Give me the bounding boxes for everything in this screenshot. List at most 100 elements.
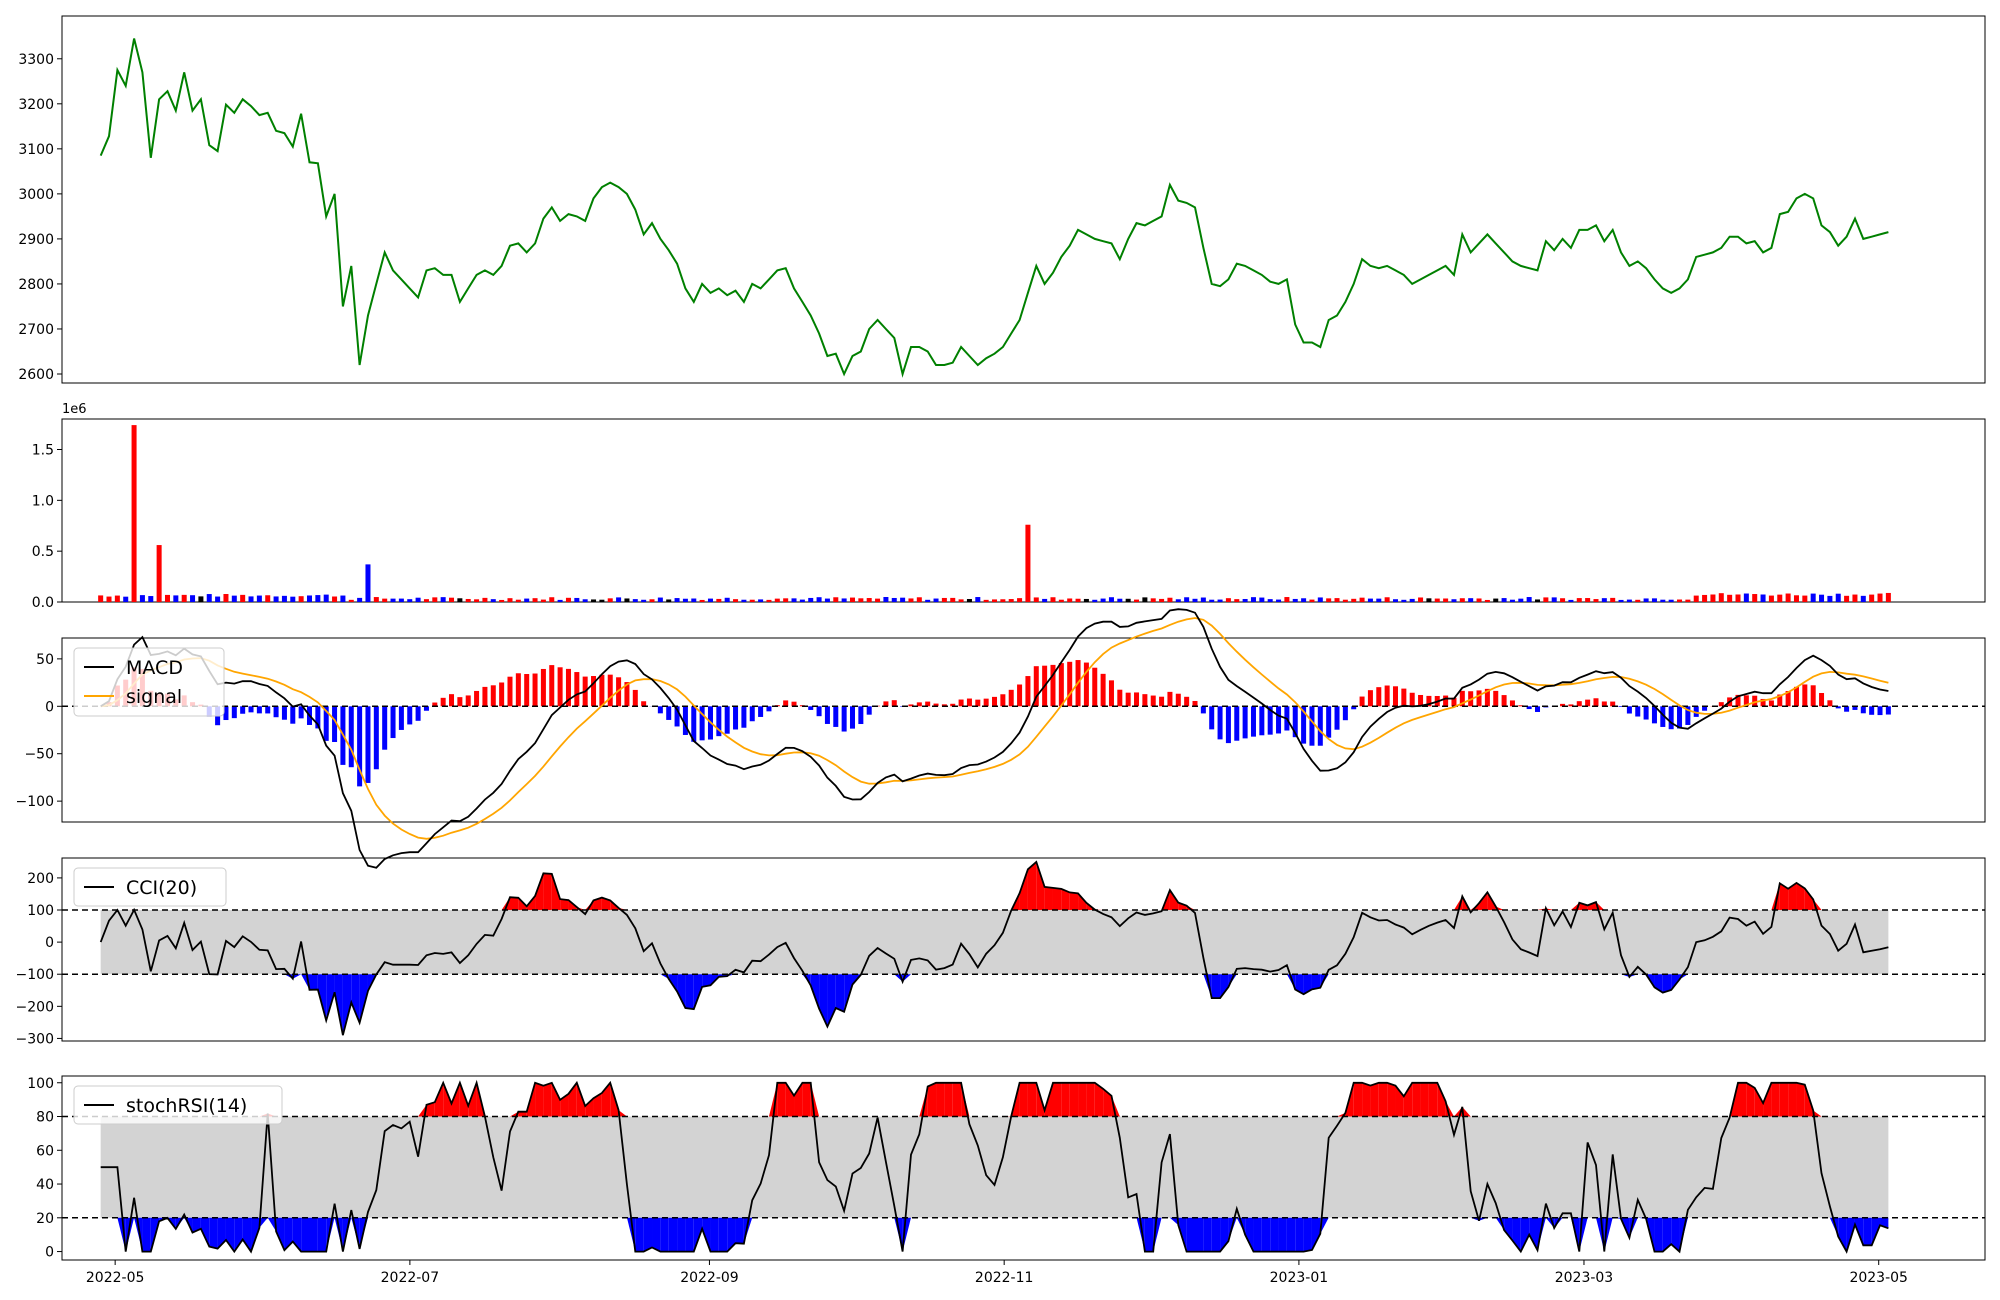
volume-bar xyxy=(866,598,872,602)
volume-bar xyxy=(1192,598,1198,602)
macd-histogram-bar xyxy=(382,706,388,750)
volume-bar xyxy=(1835,593,1841,602)
macd-histogram-bar xyxy=(833,706,839,727)
macd-histogram-bar xyxy=(1869,706,1875,715)
volume-bar xyxy=(398,598,404,602)
macd-histogram-bar xyxy=(1660,706,1666,727)
macd-histogram-bar xyxy=(532,673,538,707)
volume-bar xyxy=(591,599,597,602)
volume-bar xyxy=(524,598,530,602)
volume-bar xyxy=(791,598,797,602)
macd-histogram-bar xyxy=(624,682,630,707)
y-tick-label: 2600 xyxy=(18,367,54,383)
volume-bar xyxy=(1768,595,1774,602)
volume-bar xyxy=(1167,597,1173,602)
stochrsi-overbought-fill xyxy=(551,1082,561,1117)
stochrsi-overbought-fill xyxy=(459,1082,469,1117)
volume-bar xyxy=(1785,593,1791,602)
volume-bar xyxy=(515,599,521,602)
cci-overbought-fill xyxy=(535,873,544,911)
volume-bar xyxy=(348,599,354,602)
macd-histogram-bar xyxy=(1560,703,1566,707)
volume-bar xyxy=(916,597,922,602)
volume-bar xyxy=(540,599,546,602)
volume-bar xyxy=(1877,593,1883,602)
y-tick-label: 1.0 xyxy=(32,493,54,509)
volume-bar xyxy=(1209,599,1215,602)
cci-oversold-fill xyxy=(1220,974,1229,999)
volume-bar xyxy=(716,598,722,602)
macd-histogram-bar xyxy=(1225,706,1231,744)
macd-histogram-bar xyxy=(540,668,546,707)
volume-bar xyxy=(1384,597,1390,602)
volume-bar xyxy=(123,596,129,602)
stochrsi-oversold-fill xyxy=(1261,1217,1271,1252)
volume-bar xyxy=(1434,598,1440,602)
legend-label-macd: MACD xyxy=(126,657,183,679)
cci-overbought-fill xyxy=(1587,902,1596,911)
volume-bar xyxy=(265,595,271,602)
stochrsi-oversold-fill xyxy=(702,1217,711,1252)
macd-histogram-bar xyxy=(265,706,271,714)
volume-bar xyxy=(1852,594,1858,602)
macd-histogram-bar xyxy=(858,706,864,725)
macd-histogram-bar xyxy=(1017,684,1023,707)
volume-bar xyxy=(1150,598,1156,602)
y-tick-label: 40 xyxy=(36,1177,54,1193)
volume-bar xyxy=(1568,599,1574,602)
cci-oversold-fill xyxy=(677,974,686,1009)
cci-overbought-fill xyxy=(509,897,519,911)
volume-bar xyxy=(181,594,187,602)
volume-bar xyxy=(766,599,772,602)
stochrsi-oversold-fill xyxy=(301,1217,310,1252)
cci-overbought-fill xyxy=(1052,887,1062,911)
cci-oversold-fill xyxy=(827,974,836,1027)
macd-legend xyxy=(73,647,225,717)
stochrsi-oversold-fill xyxy=(1537,1217,1546,1251)
macd-histogram-bar xyxy=(682,706,688,735)
macd-histogram-bar xyxy=(891,700,897,707)
cci-oversold-fill xyxy=(359,974,368,1023)
macd-histogram-bar xyxy=(791,701,797,707)
macd-histogram-bar xyxy=(423,706,429,711)
macd-histogram-bar xyxy=(1384,685,1390,707)
cci-overbought-fill xyxy=(601,897,611,911)
cci-oversold-fill xyxy=(342,974,352,1036)
macd-histogram-bar xyxy=(1309,706,1315,746)
legend-label-stochrsi: stochRSI(14) xyxy=(126,1095,247,1117)
macd-histogram-bar xyxy=(1718,702,1724,707)
macd-histogram-bar xyxy=(281,706,287,720)
y-tick-label: 2800 xyxy=(18,277,54,293)
x-tick-label: 2023-05 xyxy=(1849,1270,1908,1286)
macd-histogram-bar xyxy=(1409,692,1415,707)
volume-bar xyxy=(1685,599,1691,602)
volume-bar xyxy=(507,598,513,602)
volume-bar xyxy=(240,594,246,602)
macd-histogram-bar xyxy=(1008,689,1014,707)
stochrsi-oversold-fill xyxy=(1829,1217,1839,1237)
volume-bar xyxy=(724,597,730,602)
volume-bar xyxy=(1392,599,1398,602)
macd-histogram-bar xyxy=(1401,688,1407,707)
volume-bar xyxy=(1718,593,1724,602)
macd-histogram-bar xyxy=(849,706,856,729)
volume-bar xyxy=(1050,597,1056,602)
macd-histogram-bar xyxy=(632,689,638,707)
stochrsi-oversold-fill xyxy=(234,1217,243,1252)
macd-histogram-bar xyxy=(1108,680,1114,707)
macd-histogram-bar xyxy=(1635,706,1641,717)
volume-bar xyxy=(1267,599,1273,602)
macd-histogram-bar xyxy=(1083,662,1089,707)
cci-oversold-fill xyxy=(1311,974,1321,990)
volume-bar xyxy=(1242,598,1248,602)
macd-histogram-bar xyxy=(1150,695,1156,707)
stochrsi-overbought-fill xyxy=(936,1082,945,1117)
y-tick-label: 0.0 xyxy=(32,595,54,611)
volume-bar xyxy=(449,597,455,602)
macd-histogram-bar xyxy=(1451,697,1457,707)
stochrsi-oversold-fill xyxy=(626,1217,636,1252)
volume-bar xyxy=(365,564,371,602)
volume-bar xyxy=(1134,599,1140,602)
cci-overbought-fill xyxy=(1019,869,1028,911)
macd-histogram-bar xyxy=(1342,706,1348,721)
